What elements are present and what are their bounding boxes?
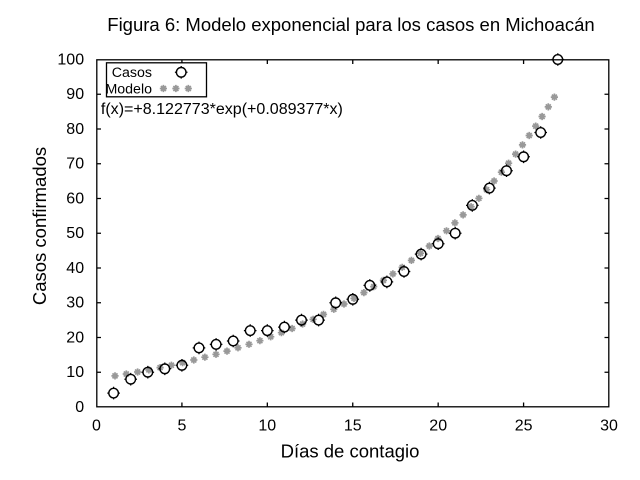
svg-text:20: 20 [429, 417, 447, 434]
svg-text:Días de contagio: Días de contagio [281, 441, 420, 462]
svg-text:5: 5 [177, 417, 186, 434]
svg-text:40: 40 [66, 260, 84, 277]
svg-text:Modelo: Modelo [105, 82, 152, 98]
svg-text:Casos: Casos [112, 65, 152, 81]
svg-text:70: 70 [66, 156, 84, 173]
svg-text:0: 0 [92, 417, 101, 434]
svg-text:60: 60 [66, 190, 84, 207]
svg-text:Figura 6: Modelo exponencial p: Figura 6: Modelo exponencial para los ca… [107, 14, 594, 35]
svg-text:Casos confirmados: Casos confirmados [29, 147, 50, 305]
svg-text:90: 90 [66, 86, 84, 103]
svg-text:30: 30 [66, 295, 84, 312]
svg-text:10: 10 [66, 364, 84, 381]
svg-text:15: 15 [344, 417, 362, 434]
svg-text:0: 0 [75, 399, 84, 416]
svg-text:10: 10 [258, 417, 276, 434]
svg-text:f(x)=+8.122773*exp(+0.089377*x: f(x)=+8.122773*exp(+0.089377*x) [101, 100, 343, 118]
svg-text:25: 25 [515, 417, 533, 434]
svg-text:100: 100 [57, 51, 84, 68]
svg-text:20: 20 [66, 329, 84, 346]
svg-text:50: 50 [66, 225, 84, 242]
svg-text:30: 30 [600, 417, 618, 434]
svg-text:80: 80 [66, 121, 84, 138]
